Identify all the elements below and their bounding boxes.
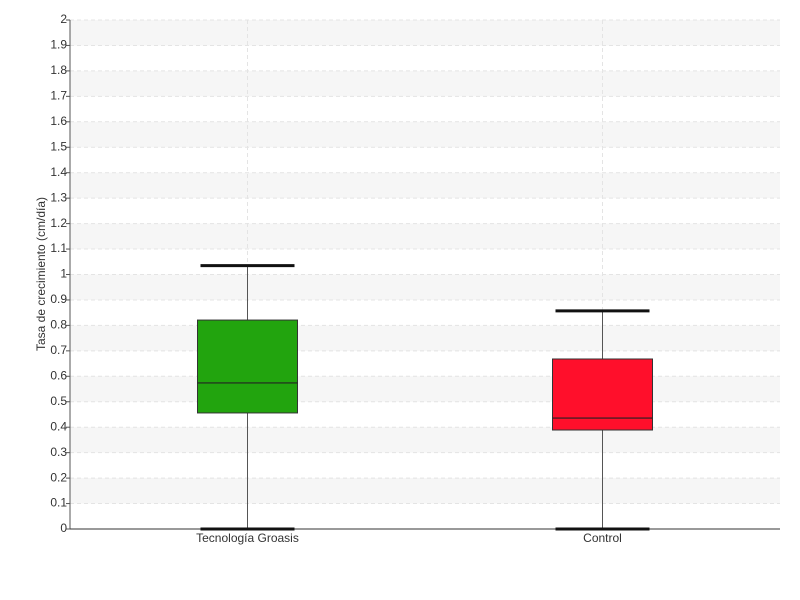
box: [552, 358, 653, 431]
y-tick-label: 0.7: [50, 343, 67, 357]
grid-band: [70, 172, 780, 199]
y-tick-label: 0.2: [50, 470, 67, 484]
grid-band: [70, 325, 780, 351]
grid-band: [70, 427, 780, 453]
box: [197, 319, 298, 414]
y-tick-label: 1.7: [50, 89, 67, 103]
y-tick-label: 0.6: [50, 368, 67, 382]
y-tick-label: 0.9: [50, 292, 67, 306]
y-tick-label: 2: [60, 12, 67, 26]
x-tick-label: Tecnología Groasis: [196, 531, 299, 545]
y-tick-label: 0.5: [50, 394, 67, 408]
y-tick-label: 1.2: [50, 216, 67, 230]
y-tick-label: 1.1: [50, 241, 67, 255]
y-axis-label: Tasa de crecimiento (cm/día): [34, 197, 48, 351]
y-tick-label: 1.9: [50, 38, 67, 52]
plot-background: [70, 20, 780, 504]
y-tick-label: 0.8: [50, 318, 67, 332]
grid-band: [70, 121, 780, 148]
x-tick-label: Control: [583, 531, 622, 545]
y-tick-label: 1.6: [50, 114, 67, 128]
y-tick-label: 0: [60, 521, 67, 535]
y-tick-label: 1.3: [50, 190, 67, 204]
grid-band: [70, 223, 780, 250]
grid-band: [70, 70, 780, 97]
y-tick-label: 1.5: [50, 139, 67, 153]
grid-band: [70, 478, 780, 504]
y-tick-label: 1.4: [50, 165, 67, 179]
grid-band: [70, 20, 780, 46]
grid-band: [70, 274, 780, 300]
y-tick-label: 0.1: [50, 496, 67, 510]
grid-band: [70, 376, 780, 402]
y-tick-label: 0.3: [50, 445, 67, 459]
y-tick-label: 0.4: [50, 419, 67, 433]
y-tick-label: 1: [60, 267, 67, 281]
y-tick-label: 1.8: [50, 63, 67, 77]
